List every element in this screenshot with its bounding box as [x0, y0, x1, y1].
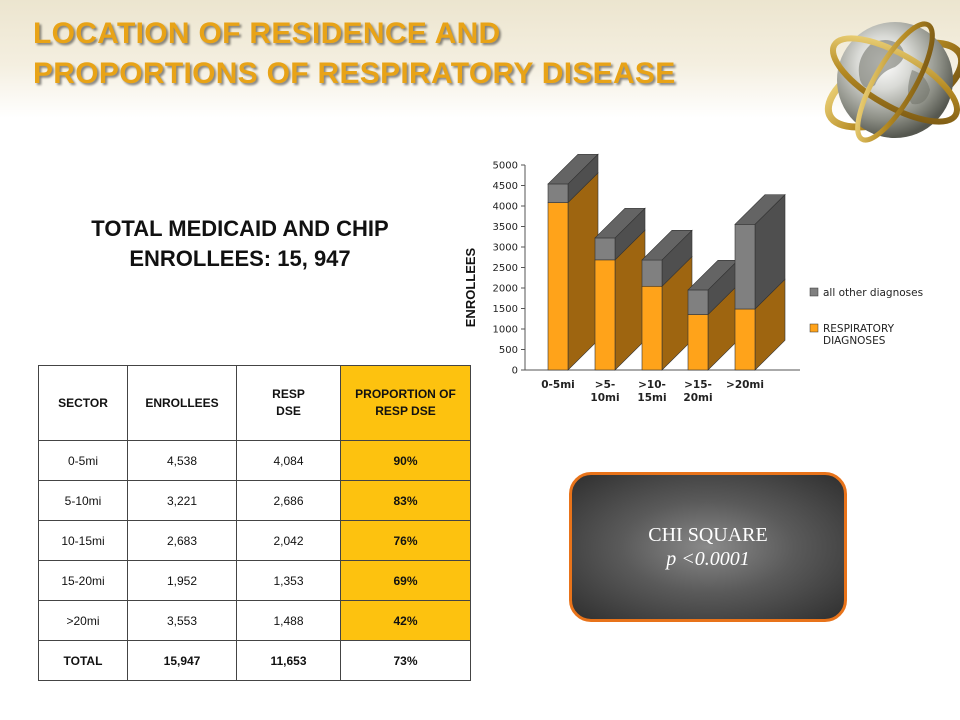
header-enrollees: ENROLLEES — [127, 365, 237, 441]
cell-enrollees: 3,553 — [127, 600, 237, 641]
cell-enrollees: 15,947 — [127, 640, 237, 681]
legend-label: all other diagnoses — [823, 287, 923, 299]
cell-resp: 1,353 — [236, 560, 341, 601]
y-tick-label: 3500 — [493, 222, 518, 233]
title-line-1: LOCATION OF RESIDENCE AND — [33, 17, 501, 50]
total-line-2: ENROLLEES: 15, 947 — [129, 246, 351, 271]
cell-proportion: 42% — [340, 600, 471, 641]
y-tick-label: 4000 — [493, 202, 518, 213]
legend-label-line: all other diagnoses — [823, 287, 923, 299]
header-proportion: PROPORTION OF RESP DSE — [340, 365, 471, 441]
enrollees-table: SECTOR ENROLLEES RESP DSE PROPORTION OF … — [38, 365, 471, 681]
total-enrollees: TOTAL MEDICAID AND CHIP ENROLLEES: 15, 9… — [40, 214, 440, 274]
page-title: LOCATION OF RESIDENCE AND PROPORTIONS OF… — [33, 14, 793, 94]
legend-swatch — [809, 323, 819, 333]
cell-enrollees: 1,952 — [127, 560, 237, 601]
bar-top-face — [641, 229, 693, 261]
total-line-1: TOTAL MEDICAID AND CHIP — [91, 216, 389, 241]
cell-sector: >20mi — [38, 600, 128, 641]
cell-resp: 1,488 — [236, 600, 341, 641]
p-value: p <0.0001 — [666, 548, 750, 570]
x-tick-label-line: 10mi — [590, 392, 619, 404]
cell-proportion: 73% — [340, 640, 471, 681]
legend-label-line: DIAGNOSES — [823, 335, 886, 347]
cell-sector: 5-10mi — [38, 480, 128, 521]
y-tick-label: 5000 — [493, 161, 518, 172]
chi-square-box: CHI SQUARE p <0.0001 — [569, 472, 847, 622]
globe-icon — [824, 21, 960, 143]
bar-other — [641, 259, 663, 287]
bar-side-respiratory — [567, 172, 599, 371]
table-row: 15-20mi 1,952 1,353 69% — [38, 560, 471, 601]
x-tick-label: >5-10mi — [590, 379, 619, 404]
y-tick-label: 1000 — [493, 325, 518, 336]
table-row: >20mi 3,553 1,488 42% — [38, 600, 471, 641]
bar-other — [687, 289, 709, 315]
table-header-row: SECTOR ENROLLEES RESP DSE PROPORTION OF … — [38, 365, 471, 441]
x-tick-label-line: 15mi — [637, 392, 666, 404]
bar-respiratory — [641, 285, 663, 371]
cell-sector: 0-5mi — [38, 440, 128, 481]
cell-sector: 15-20mi — [38, 560, 128, 601]
bar-respiratory — [594, 259, 616, 371]
cell-proportion: 69% — [340, 560, 471, 601]
cell-proportion: 76% — [340, 520, 471, 561]
bar-respiratory — [734, 308, 756, 371]
x-tick-label-line: >10- — [638, 379, 666, 391]
bar-other — [734, 224, 756, 310]
header-band — [0, 0, 960, 118]
table-row: 5-10mi 3,221 2,686 83% — [38, 480, 471, 521]
bar-respiratory — [687, 314, 709, 371]
x-tick-label-line: 20mi — [683, 392, 712, 404]
legend-swatch — [809, 287, 819, 297]
x-tick-label-line: >15- — [684, 379, 712, 391]
y-tick-label: 4500 — [493, 181, 518, 192]
header-resp: RESP DSE — [236, 365, 341, 441]
cell-sector: TOTAL — [38, 640, 128, 681]
header-resp-line-1: RESP — [272, 387, 305, 401]
header-resp-line-2: DSE — [276, 404, 301, 418]
x-tick-label: 0-5mi — [541, 379, 575, 391]
x-tick-label: >20mi — [726, 379, 764, 391]
x-tick-label-line: >5- — [595, 379, 615, 391]
table-total-row: TOTAL 15,947 11,653 73% — [38, 640, 471, 681]
x-tick-label-line: >20mi — [726, 379, 764, 391]
y-tick-label: 500 — [499, 345, 518, 356]
x-tick-label-line: 0-5mi — [541, 379, 575, 391]
cell-resp: 11,653 — [236, 640, 341, 681]
bar-other — [547, 183, 569, 203]
y-axis-label: ENROLLEES — [463, 247, 478, 327]
bar-other — [594, 237, 616, 261]
cell-resp: 4,084 — [236, 440, 341, 481]
y-tick-label: 2500 — [493, 263, 518, 274]
x-tick-label: >10-15mi — [637, 379, 666, 404]
bar-respiratory — [547, 202, 569, 371]
chart-svg: 0 500 1000 1500 2000 2500 3000 3500 4000 4500 5000… — [463, 153, 923, 404]
bar-top-face — [594, 207, 646, 239]
bar-top-face — [547, 153, 599, 185]
cell-proportion: 90% — [340, 440, 471, 481]
cell-enrollees: 3,221 — [127, 480, 237, 521]
y-tick-label: 1500 — [493, 304, 518, 315]
bar-top-face — [734, 194, 786, 225]
chi-square-label: CHI SQUARE — [648, 524, 768, 546]
cell-resp: 2,686 — [236, 480, 341, 521]
cell-proportion: 83% — [340, 480, 471, 521]
legend-label-line: RESPIRATORY — [823, 323, 895, 335]
cell-enrollees: 4,538 — [127, 440, 237, 481]
title-line-2: PROPORTIONS OF RESPIRATORY DISEASE — [33, 57, 676, 90]
enrollees-chart: 0 500 1000 1500 2000 2500 3000 3500 4000 4500 5000… — [455, 150, 960, 430]
legend-label: RESPIRATORY DIAGNOSES — [823, 323, 895, 347]
cell-resp: 2,042 — [236, 520, 341, 561]
y-tick-label: 2000 — [493, 284, 518, 295]
cell-enrollees: 2,683 — [127, 520, 237, 561]
cell-sector: 10-15mi — [38, 520, 128, 561]
header-sector: SECTOR — [38, 365, 128, 441]
y-tick-label: 3000 — [493, 243, 518, 254]
table-row: 0-5mi 4,538 4,084 90% — [38, 440, 471, 481]
y-tick-label: 0 — [512, 366, 518, 377]
x-tick-label: >15-20mi — [683, 379, 712, 404]
table-row: 10-15mi 2,683 2,042 76% — [38, 520, 471, 561]
